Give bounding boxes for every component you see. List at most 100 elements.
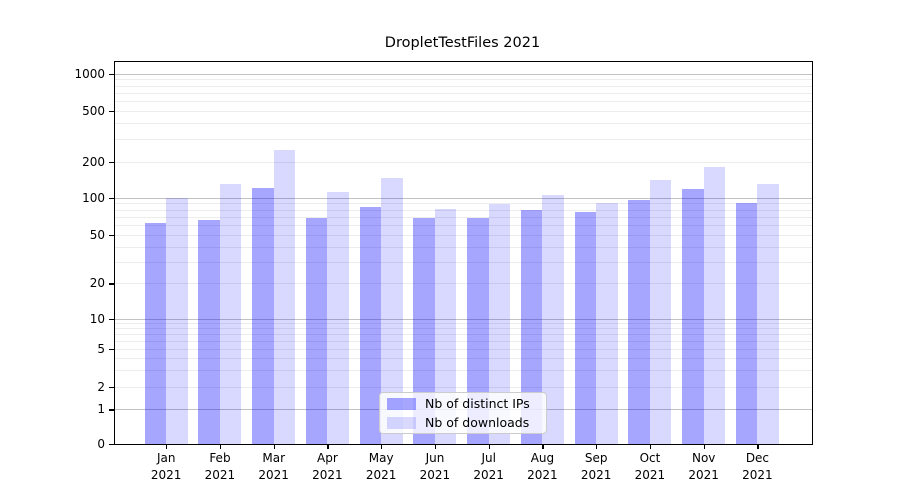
y-tick-label: 200	[82, 154, 105, 169]
bar-distinct-ips	[574, 212, 597, 444]
y-tick	[109, 235, 115, 237]
y-tick-label: 10	[89, 311, 105, 326]
x-tick	[219, 444, 222, 449]
x-tick	[327, 444, 329, 449]
y-tick	[109, 386, 115, 388]
y-tick-label: 1000	[74, 66, 105, 81]
gridline-minor	[115, 203, 812, 205]
bar-distinct-ips	[252, 187, 274, 444]
gridline-minor	[115, 92, 812, 94]
gridline-minor	[115, 370, 812, 372]
y-tick	[109, 110, 115, 112]
bar-distinct-ips	[520, 209, 543, 444]
legend-swatch-distinct-ips-icon	[387, 397, 416, 410]
bar-downloads	[327, 191, 349, 444]
gridline-minor	[115, 334, 812, 336]
x-tick	[488, 444, 490, 449]
gridline-minor	[115, 216, 812, 218]
gridline-minor	[115, 358, 812, 360]
gridline-minor	[115, 340, 812, 342]
bar-distinct-ips	[467, 217, 489, 444]
x-tick	[757, 444, 759, 449]
legend-label-distinct-ips: Nb of distinct IPs	[425, 396, 530, 411]
gridline-minor	[115, 161, 812, 163]
gridline-minor	[115, 79, 812, 81]
gridline-minor	[115, 386, 812, 388]
x-tick-label: Feb 2021	[204, 451, 236, 482]
bar-distinct-ips	[628, 199, 650, 444]
bar-downloads	[273, 150, 296, 444]
bar-distinct-ips	[144, 223, 167, 444]
x-tick-label: Apr 2021	[312, 451, 343, 482]
bar-downloads	[703, 166, 726, 444]
bar-downloads	[219, 183, 242, 444]
x-tick-label: Oct 2021	[634, 451, 666, 482]
gridline-minor	[115, 100, 812, 102]
x-tick	[596, 444, 598, 449]
x-tick	[273, 444, 275, 449]
y-tick	[109, 444, 115, 446]
y-tick	[109, 409, 115, 411]
legend-swatch-downloads-icon	[387, 416, 416, 429]
y-tick	[109, 318, 115, 320]
gridline-minor	[115, 110, 812, 112]
y-tick-label: 1	[97, 402, 105, 417]
x-tick-label: Mar 2021	[258, 451, 289, 482]
gridline-minor	[115, 122, 812, 124]
x-tick	[381, 444, 383, 449]
y-tick	[109, 349, 115, 351]
x-tick	[166, 444, 168, 449]
y-tick-label: 50	[89, 228, 105, 242]
y-tick-label: 500	[82, 103, 105, 118]
x-tick-label: May 2021	[365, 451, 397, 482]
bar-downloads	[649, 180, 672, 444]
gridline-minor	[115, 139, 812, 141]
bar-downloads	[596, 203, 618, 444]
gridline-major	[115, 318, 812, 320]
x-tick-label: Jun 2021	[419, 451, 451, 482]
gridline-minor	[115, 323, 812, 325]
legend-label-downloads: Nb of downloads	[425, 415, 530, 430]
x-tick-label: Dec 2021	[742, 451, 773, 482]
bar-downloads	[434, 209, 457, 444]
y-tick	[109, 197, 115, 199]
x-tick	[542, 444, 544, 449]
x-tick-label: Jan 2021	[150, 451, 182, 482]
bar-distinct-ips	[198, 220, 220, 444]
gridline-minor	[115, 261, 812, 263]
bar-downloads	[757, 184, 779, 444]
x-tick-label: Sep 2021	[580, 451, 612, 482]
x-tick	[434, 444, 437, 449]
y-tick-label: 20	[89, 276, 105, 291]
bar-distinct-ips	[305, 218, 328, 444]
gridline-minor	[115, 235, 812, 236]
legend-entry-distinct-ips: Nb of distinct IPs	[387, 396, 546, 411]
gridline-minor	[115, 283, 812, 285]
gridline-minor	[115, 246, 812, 248]
bar-distinct-ips	[682, 189, 704, 444]
bar-distinct-ips	[735, 203, 758, 444]
y-tick	[109, 283, 115, 285]
y-tick-label: 5	[97, 342, 105, 356]
x-tick	[649, 444, 652, 449]
y-tick-label: 0	[97, 437, 105, 451]
y-tick	[109, 73, 115, 75]
gridline-minor	[115, 225, 812, 227]
x-tick-label: Nov 2021	[688, 451, 719, 482]
x-tick-label: Aug 2021	[527, 451, 558, 482]
bar-downloads	[166, 197, 188, 444]
gridline-major	[115, 73, 812, 75]
y-tick-label: 2	[97, 379, 105, 394]
x-tick-label: Jul 2021	[473, 451, 504, 482]
plot-area: Jan 2021 Feb 2021 Mar 2021 Apr 2021 May 2021…	[74, 61, 813, 482]
gridline-minor	[115, 85, 812, 87]
gridline-minor	[115, 349, 812, 350]
y-tick	[109, 161, 115, 164]
bar-downloads	[542, 194, 564, 444]
legend: Nb of distinct IPs Nb of downloads	[379, 392, 547, 434]
gridline-major	[115, 197, 812, 199]
y-tick-label: 100	[82, 190, 105, 205]
legend-entry-downloads: Nb of downloads	[387, 415, 546, 430]
bar-distinct-ips	[413, 218, 435, 444]
